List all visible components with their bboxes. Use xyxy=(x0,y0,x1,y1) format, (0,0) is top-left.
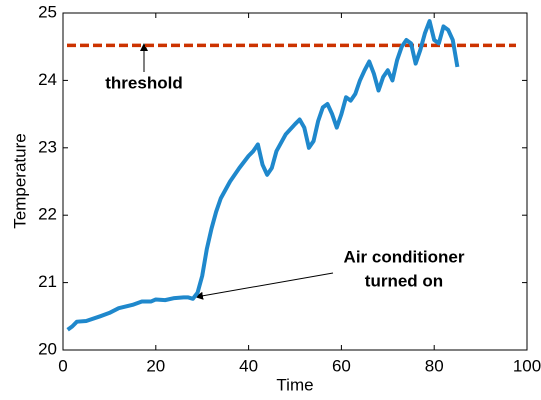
x-axis-label: Time xyxy=(276,375,313,394)
y-tick-label: 22 xyxy=(38,205,57,224)
y-tick-label: 25 xyxy=(38,2,57,21)
x-tick-label: 0 xyxy=(58,356,67,375)
x-tick-label: 20 xyxy=(146,356,165,375)
y-tick-label: 23 xyxy=(38,137,57,156)
annotation: threshold xyxy=(105,73,182,92)
data-line xyxy=(66,19,460,332)
x-tick-label: 80 xyxy=(425,356,444,375)
annotation: turned on xyxy=(365,271,443,290)
y-tick-label: 24 xyxy=(38,70,57,89)
annotation: Air conditioner xyxy=(344,247,465,266)
y-axis-label: Temperature xyxy=(10,133,29,228)
x-tick-label: 60 xyxy=(332,356,351,375)
plot-frame xyxy=(62,12,528,351)
x-tick-label: 40 xyxy=(239,356,258,375)
x-tick-label: 100 xyxy=(513,356,541,375)
y-tick-label: 20 xyxy=(38,339,57,358)
annotation-arrow xyxy=(195,272,334,300)
y-tick-label: 21 xyxy=(38,272,57,291)
